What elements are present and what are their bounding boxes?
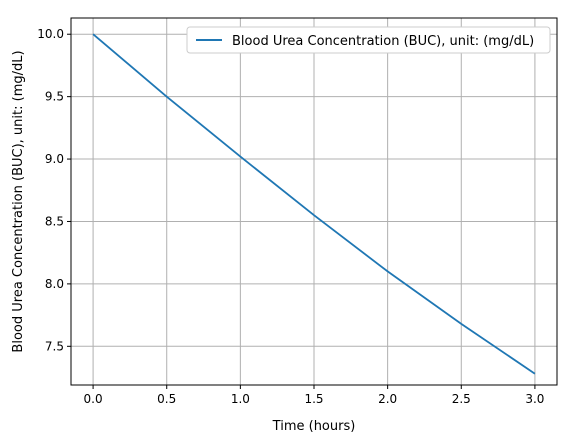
legend-box [186,26,551,54]
x-tick-label: 0.5 [157,392,176,406]
x-tick-label: 1.0 [231,392,250,406]
y-tick-label: 9.0 [45,152,64,166]
x-tick-label: 1.5 [304,392,323,406]
y-tick-label: 8.0 [45,277,64,291]
y-tick-label: 7.5 [45,339,64,353]
y-tick-label: 8.5 [45,214,64,228]
legend: Blood Urea Concentration (BUC), unit: (m… [186,26,551,54]
x-tick-label: 0.0 [84,392,103,406]
x-tick-label: 2.5 [452,392,471,406]
y-tick-label: 10.0 [37,27,64,41]
legend-label: Blood Urea Concentration (BUC), unit: (m… [232,34,534,49]
x-axis-label: Time (hours) [272,419,356,434]
y-axis-label: Blood Urea Concentration (BUC), unit: (m… [11,50,26,352]
series-line [92,33,536,375]
series-layer [92,33,536,375]
axis-ticks: 0.0 0.5 1.0 1.5 2.0 2.5 3.0 7.5 8.0 8.5 9.0 9.5 10.0 [37,27,544,406]
x-tick-label: 2.0 [378,392,397,406]
x-tick-label: 3.0 [525,392,544,406]
y-tick-label: 9.5 [45,90,64,104]
